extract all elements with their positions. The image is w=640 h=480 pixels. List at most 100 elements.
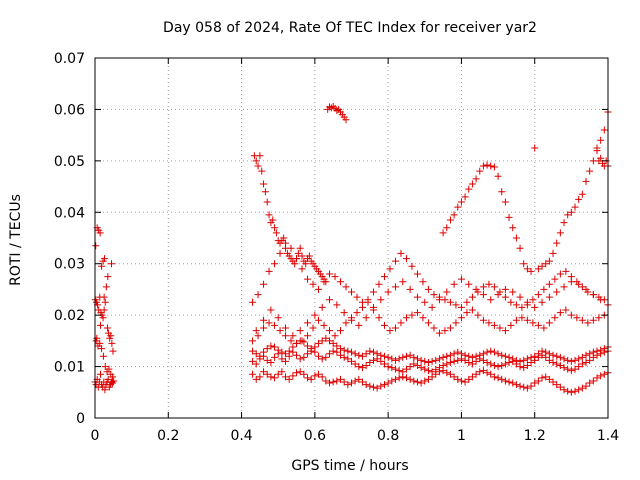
data-point xyxy=(107,332,115,340)
data-point xyxy=(531,303,539,311)
data-point xyxy=(560,283,568,291)
data-point xyxy=(586,167,594,175)
data-point xyxy=(265,211,273,219)
data-point xyxy=(380,273,388,281)
data-point xyxy=(256,352,264,360)
data-point xyxy=(315,352,323,360)
data-point xyxy=(101,386,109,394)
data-point xyxy=(377,382,385,390)
data-point xyxy=(549,249,557,257)
data-point xyxy=(597,372,605,380)
data-point xyxy=(468,373,476,381)
data-point xyxy=(329,339,337,347)
data-point xyxy=(509,355,517,363)
data-point xyxy=(249,298,257,306)
data-point xyxy=(263,198,271,206)
data-point xyxy=(485,280,493,288)
data-point xyxy=(274,370,282,378)
data-point xyxy=(265,319,273,327)
data-point xyxy=(293,369,301,377)
data-point xyxy=(485,319,493,327)
data-point xyxy=(494,374,502,382)
data-point xyxy=(507,298,515,306)
data-point xyxy=(252,360,260,368)
data-point xyxy=(254,291,262,299)
data-point xyxy=(518,303,526,311)
data-point xyxy=(260,180,268,188)
data-point xyxy=(399,353,407,361)
data-point xyxy=(432,356,440,364)
data-point xyxy=(520,356,528,364)
data-point xyxy=(465,280,473,288)
data-point xyxy=(446,298,454,306)
data-point xyxy=(454,375,462,383)
data-point xyxy=(490,373,498,381)
data-point xyxy=(545,350,553,358)
data-point xyxy=(305,252,313,260)
data-point xyxy=(417,364,425,372)
data-point xyxy=(540,285,548,293)
data-point xyxy=(527,353,535,361)
data-point xyxy=(406,351,414,359)
data-point xyxy=(424,367,432,375)
data-point xyxy=(501,285,509,293)
data-point xyxy=(337,351,345,359)
data-point xyxy=(333,301,341,309)
data-point xyxy=(553,360,561,368)
data-point xyxy=(276,327,284,335)
data-point xyxy=(483,369,491,377)
data-point xyxy=(571,387,579,395)
data-point xyxy=(104,273,112,281)
data-point xyxy=(461,378,469,386)
data-point xyxy=(315,339,323,347)
data-point xyxy=(516,382,524,390)
data-point xyxy=(302,260,310,268)
data-point xyxy=(399,278,407,286)
data-point xyxy=(593,347,601,355)
data-point xyxy=(96,339,104,347)
data-point xyxy=(309,280,317,288)
data-point xyxy=(538,347,546,355)
data-point xyxy=(92,242,100,250)
data-point xyxy=(326,379,334,387)
data-point xyxy=(479,356,487,364)
data-point xyxy=(254,162,262,170)
data-point xyxy=(518,314,526,322)
data-point xyxy=(402,374,410,382)
data-point xyxy=(472,352,480,360)
data-point xyxy=(501,352,509,360)
data-point xyxy=(589,348,597,356)
data-point xyxy=(463,298,471,306)
data-point xyxy=(534,321,542,329)
data-point xyxy=(395,355,403,363)
data-point xyxy=(109,347,117,355)
data-point xyxy=(402,352,410,360)
x-tick-label: 0.6 xyxy=(304,428,326,444)
data-point xyxy=(102,283,110,291)
data-point xyxy=(430,324,438,332)
data-point xyxy=(575,280,583,288)
data-point xyxy=(271,353,279,361)
data-point xyxy=(461,351,469,359)
data-point xyxy=(457,314,465,322)
data-point xyxy=(529,319,537,327)
data-point xyxy=(384,353,392,361)
data-point xyxy=(340,309,348,317)
data-point xyxy=(362,362,370,370)
data-point xyxy=(487,360,495,368)
data-point xyxy=(397,319,405,327)
data-point xyxy=(291,260,299,268)
data-point xyxy=(326,327,334,335)
data-point xyxy=(593,144,601,152)
data-point xyxy=(446,324,454,332)
y-tick-label: 0.07 xyxy=(54,51,85,67)
x-tick-label: 0.4 xyxy=(230,428,252,444)
data-point xyxy=(571,356,579,364)
data-point xyxy=(351,350,359,358)
data-point xyxy=(280,234,288,242)
data-point xyxy=(417,356,425,364)
data-point xyxy=(538,262,546,270)
data-point xyxy=(263,370,271,378)
data-point xyxy=(542,373,550,381)
y-tick-label: 0 xyxy=(76,411,85,427)
